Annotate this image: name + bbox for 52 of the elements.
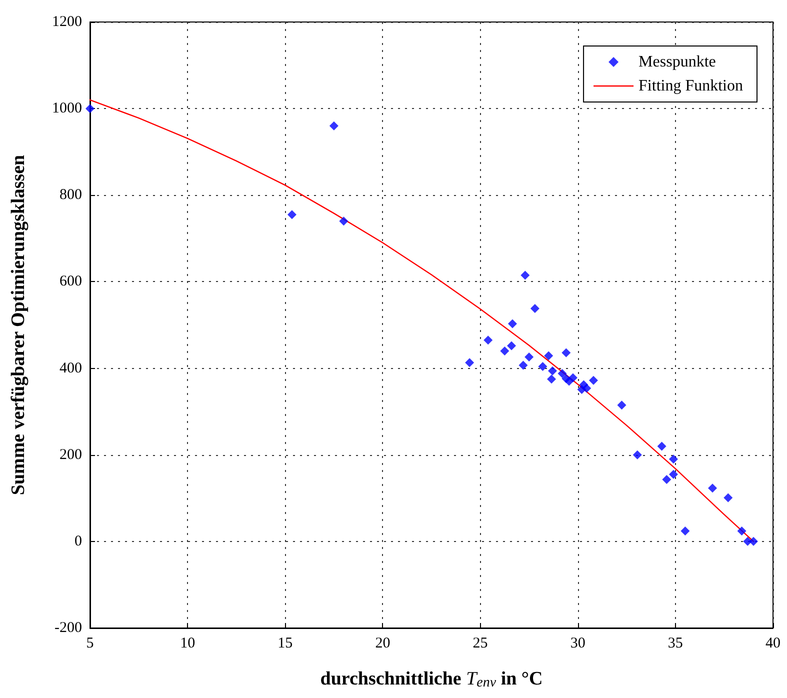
point [530, 304, 540, 314]
point [86, 104, 94, 114]
point [737, 526, 746, 536]
x-tick-label: 40 [766, 636, 780, 652]
point [588, 376, 598, 385]
point [538, 362, 548, 372]
y-axis-title: Summe verfügbarer Optimierungsklassen [8, 154, 29, 496]
point [748, 536, 758, 546]
point [617, 400, 626, 410]
y-tick-label: 600 [60, 274, 82, 290]
point [500, 346, 510, 356]
y-tick-label: 800 [60, 187, 82, 204]
x-tick-label: 35 [668, 636, 683, 652]
point [657, 442, 666, 451]
point [544, 351, 554, 360]
point [662, 475, 672, 484]
point [668, 454, 678, 464]
point [562, 348, 571, 358]
y-tick-label: 200 [60, 446, 82, 463]
point [287, 210, 296, 220]
point [668, 470, 678, 479]
x-tick-label: 30 [570, 636, 586, 652]
point [520, 270, 530, 280]
x-tick-label: 5 [86, 636, 94, 652]
x-tick-label: 10 [180, 636, 196, 652]
point [708, 484, 718, 493]
point [465, 358, 474, 368]
point [568, 373, 578, 382]
point [632, 450, 642, 460]
y-tick-label: 1000 [52, 100, 82, 117]
legend-label: Fitting Funktion [638, 78, 743, 94]
point [558, 368, 567, 378]
point [339, 216, 348, 226]
x-tick-label: 20 [375, 636, 390, 652]
y-tick-label: 0 [74, 533, 82, 550]
legend-label: Messpunkte [638, 54, 716, 70]
y-tick-label: 1200 [52, 14, 82, 30]
point [329, 121, 338, 130]
point [524, 352, 534, 362]
point [582, 384, 592, 393]
y-tick-label: 400 [60, 360, 82, 376]
point [547, 374, 556, 384]
point [518, 360, 528, 370]
point [724, 493, 733, 502]
x-tick-label: 25 [472, 636, 488, 652]
point [484, 336, 493, 345]
point [508, 319, 517, 328]
y-tick-label: -200 [54, 620, 82, 636]
x-tick-label: 15 [278, 636, 293, 652]
point [548, 366, 557, 376]
point [680, 526, 690, 536]
point [507, 341, 516, 350]
